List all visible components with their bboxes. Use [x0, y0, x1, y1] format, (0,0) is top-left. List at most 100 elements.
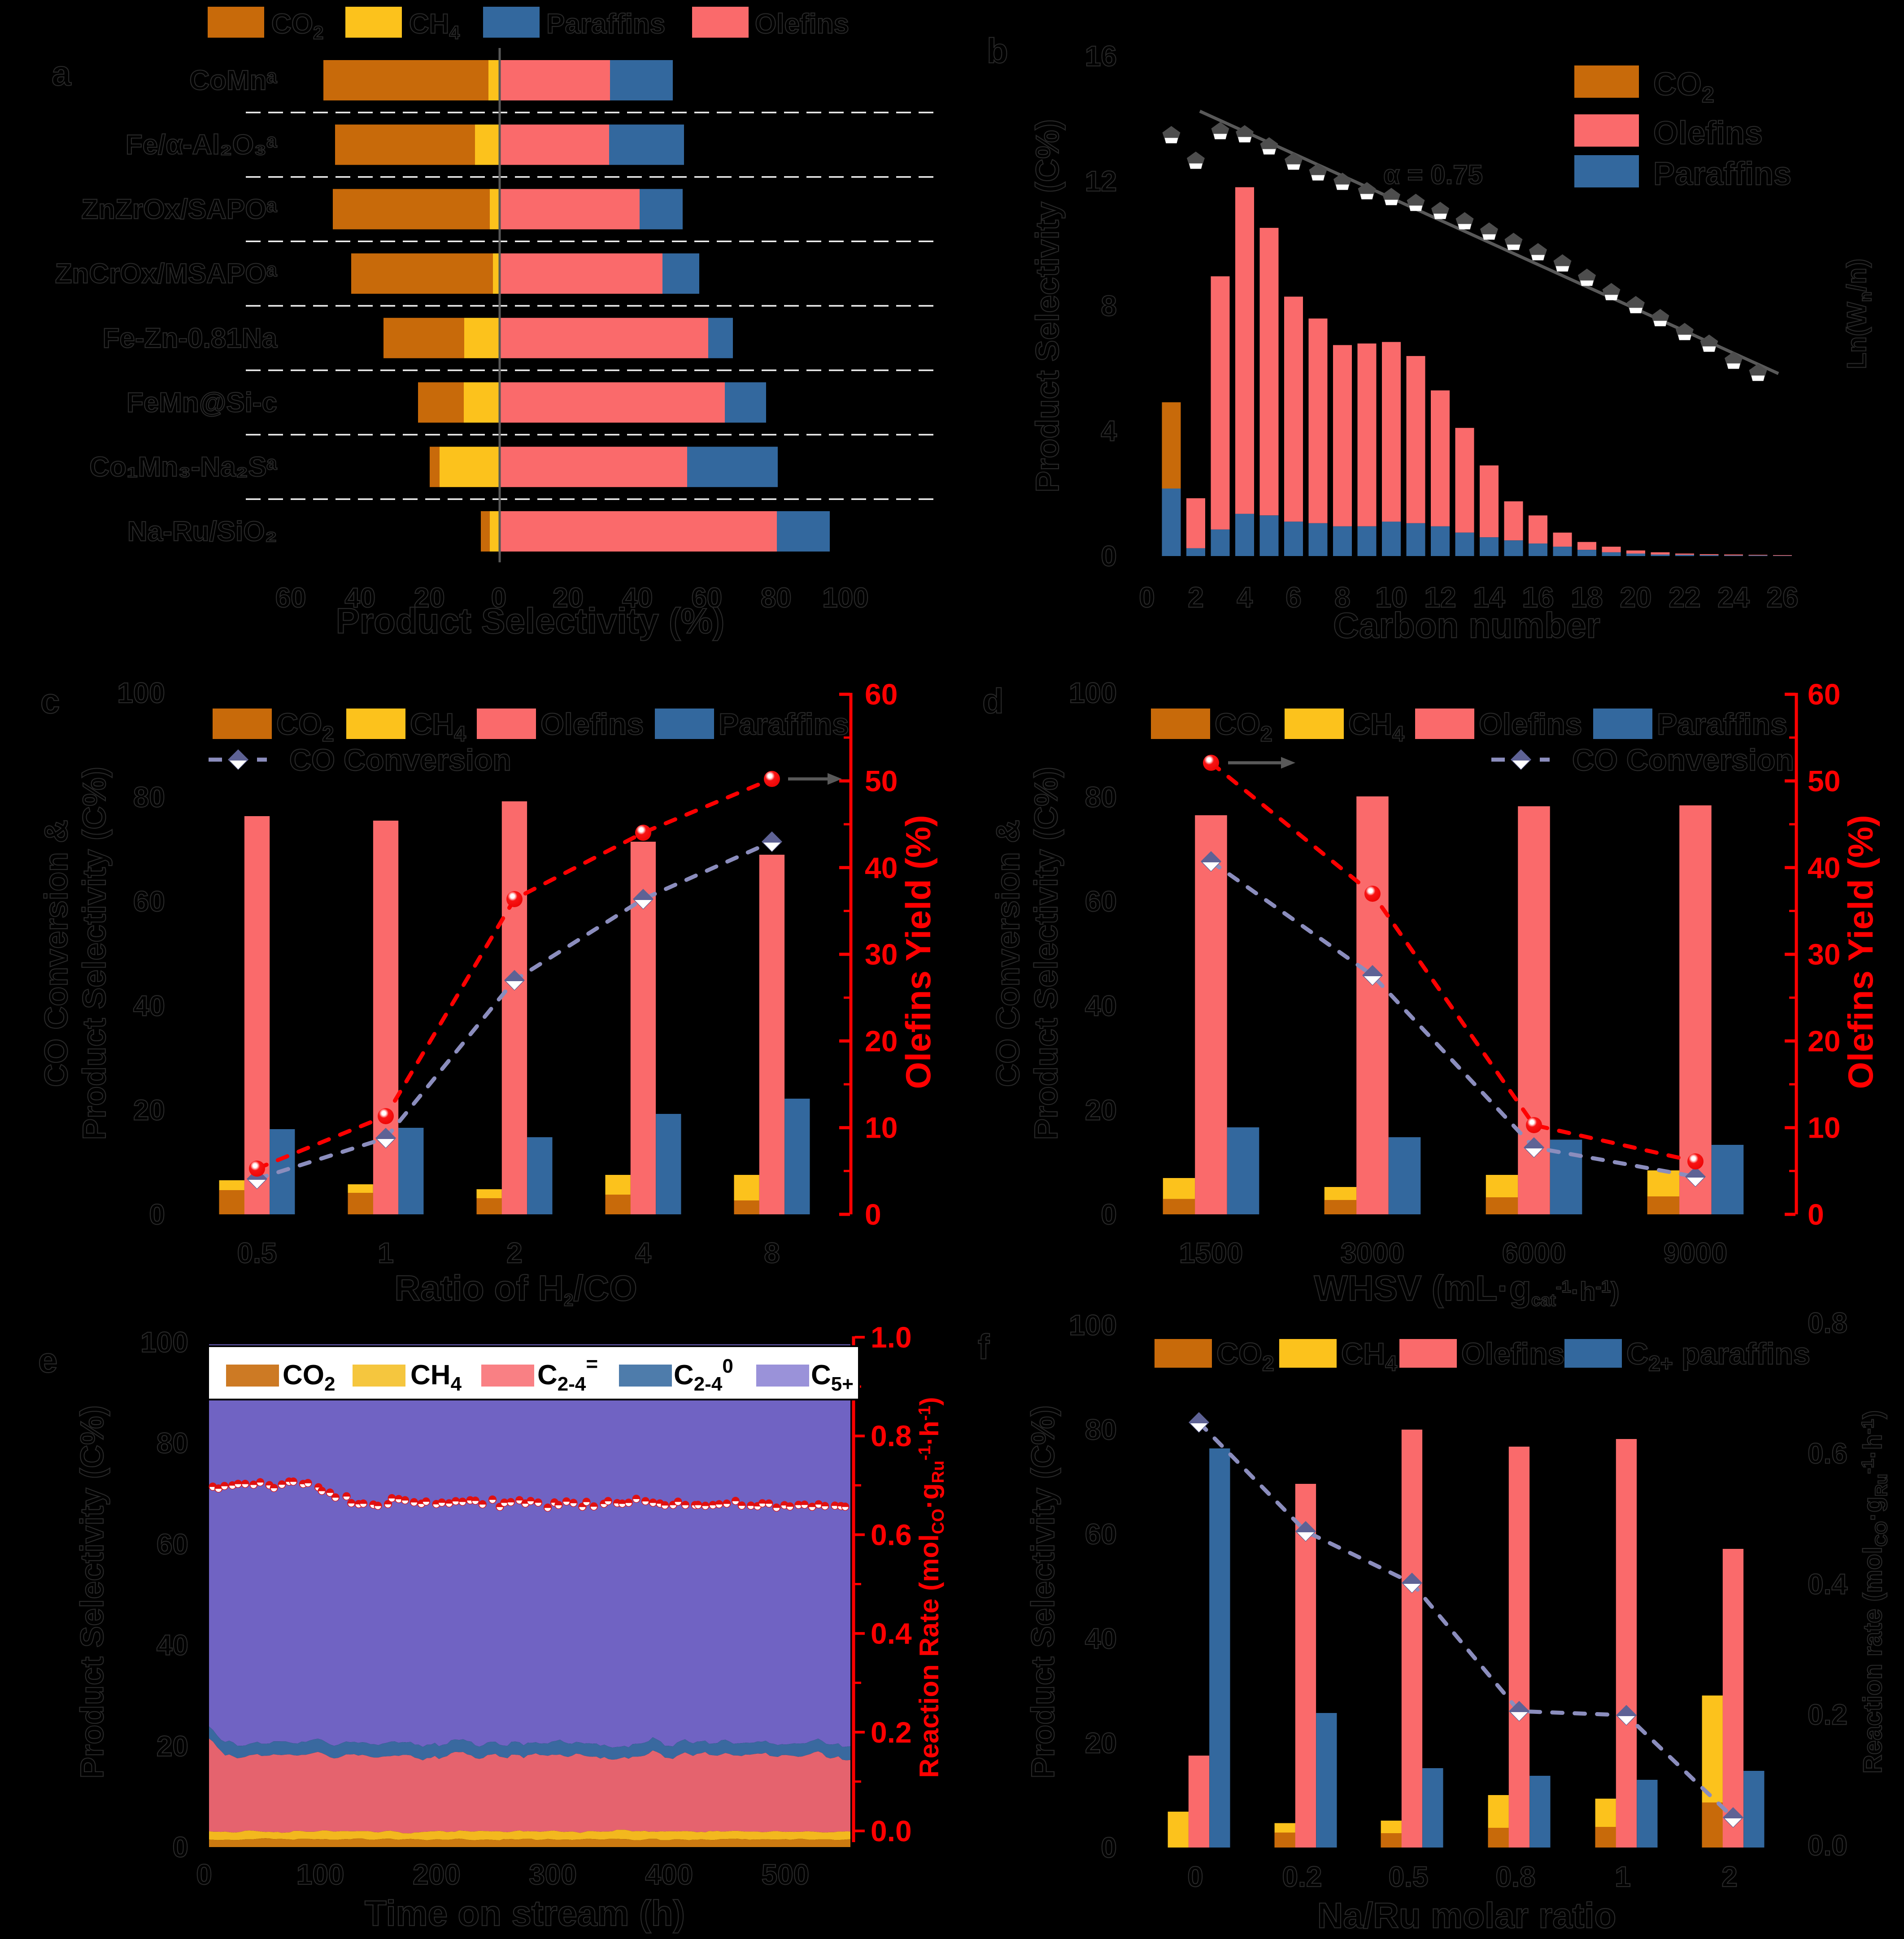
svg-text:100: 100 [822, 583, 868, 613]
svg-text:6000: 6000 [1502, 1237, 1566, 1269]
svg-text:16: 16 [1085, 40, 1117, 72]
svg-text:12: 12 [1424, 581, 1456, 613]
svg-text:CO Conversion &: CO Conversion & [39, 820, 74, 1087]
svg-text:100: 100 [296, 1858, 344, 1891]
svg-text:400: 400 [645, 1858, 693, 1891]
svg-text:α = 0.75: α = 0.75 [1383, 160, 1483, 190]
svg-text:14: 14 [1473, 581, 1505, 613]
svg-text:4: 4 [635, 1237, 651, 1269]
svg-text:Product Selectivity (%): Product Selectivity (%) [336, 601, 725, 641]
svg-text:Olefins: Olefins [1479, 707, 1582, 741]
svg-text:60: 60 [133, 885, 165, 917]
svg-text:Na/Ru molar ratio: Na/Ru molar ratio [1317, 1896, 1616, 1935]
svg-text:f: f [978, 1327, 990, 1366]
svg-text:CO Conversion: CO Conversion [1572, 743, 1794, 777]
svg-text:CoMnᵃ: CoMnᵃ [189, 65, 277, 96]
svg-text:8: 8 [764, 1237, 780, 1269]
svg-text:40: 40 [133, 990, 165, 1022]
svg-text:CO Conversion: CO Conversion [289, 743, 511, 777]
svg-text:0: 0 [149, 1198, 165, 1230]
svg-text:0.5: 0.5 [1389, 1861, 1429, 1893]
svg-text:20: 20 [553, 583, 584, 613]
svg-text:8: 8 [1334, 581, 1351, 613]
svg-text:e: e [38, 1340, 57, 1380]
svg-text:80: 80 [133, 781, 165, 813]
svg-text:9000: 9000 [1664, 1237, 1727, 1269]
svg-text:40: 40 [1085, 990, 1117, 1022]
svg-text:Paraffins: Paraffins [546, 9, 665, 39]
svg-text:Olefins Yield (%): Olefins Yield (%) [898, 815, 938, 1089]
svg-text:20: 20 [1620, 581, 1651, 613]
svg-text:Product Selectivity (C%): Product Selectivity (C%) [1028, 767, 1064, 1140]
svg-text:80: 80 [1085, 1413, 1117, 1446]
svg-text:0: 0 [1101, 1198, 1117, 1230]
svg-text:ZnZrOx/SAPOᵃ: ZnZrOx/SAPOᵃ [81, 194, 277, 225]
svg-text:Olefins Yield (%): Olefins Yield (%) [1841, 815, 1880, 1089]
svg-text:Paraffins: Paraffins [1657, 707, 1787, 741]
svg-text:20: 20 [133, 1094, 165, 1126]
svg-text:60: 60 [157, 1528, 188, 1560]
svg-text:CH4: CH4 [410, 1360, 462, 1395]
svg-text:40: 40 [865, 851, 898, 884]
svg-text:30: 30 [1808, 938, 1840, 971]
svg-text:0: 0 [491, 583, 506, 613]
svg-text:100: 100 [1069, 677, 1117, 709]
svg-text:20: 20 [1085, 1094, 1117, 1126]
svg-text:Carbon number: Carbon number [1333, 605, 1600, 645]
svg-text:CO Conversion &: CO Conversion & [990, 820, 1026, 1087]
svg-text:100: 100 [1069, 1309, 1117, 1341]
svg-text:Product Selectivity (C%): Product Selectivity (C%) [1025, 1405, 1061, 1778]
svg-text:2: 2 [1721, 1861, 1738, 1893]
svg-text:Ln(Wn/n): Ln(Wn/n) [1842, 259, 1875, 369]
svg-text:10: 10 [1375, 581, 1407, 613]
svg-text:0.6: 0.6 [871, 1518, 912, 1551]
svg-text:12: 12 [1085, 165, 1117, 197]
svg-text:60: 60 [865, 678, 898, 711]
svg-text:Olefins: Olefins [755, 9, 849, 39]
svg-text:1: 1 [1615, 1861, 1631, 1893]
svg-text:18: 18 [1571, 581, 1603, 613]
svg-text:3000: 3000 [1341, 1237, 1404, 1269]
svg-text:0.8: 0.8 [1808, 1307, 1847, 1339]
svg-text:CH4: CH4 [409, 9, 460, 43]
svg-text:Olefins: Olefins [540, 707, 644, 741]
svg-text:0: 0 [172, 1831, 188, 1863]
svg-text:Product Selectivity (C%): Product Selectivity (C%) [1030, 119, 1066, 492]
svg-text:Olefins: Olefins [1653, 115, 1763, 151]
svg-text:40: 40 [622, 583, 653, 613]
svg-text:40: 40 [157, 1629, 188, 1661]
svg-text:Ratio of H2/CO: Ratio of H2/CO [394, 1268, 637, 1310]
svg-text:Co₁Mn₃-Na₂Sᵃ: Co₁Mn₃-Na₂Sᵃ [89, 452, 277, 483]
svg-text:0: 0 [1808, 1198, 1824, 1231]
svg-text:Fe/α-Al₂O₃ᵃ: Fe/α-Al₂O₃ᵃ [126, 130, 278, 161]
svg-text:60: 60 [1085, 1518, 1117, 1550]
svg-text:60: 60 [691, 583, 722, 613]
svg-text:30: 30 [865, 938, 898, 971]
svg-text:20: 20 [414, 583, 445, 613]
svg-text:50: 50 [1808, 765, 1840, 798]
svg-text:Product Selectivity (C%): Product Selectivity (C%) [74, 1405, 110, 1778]
svg-text:Fe-Zn-0.81Na: Fe-Zn-0.81Na [103, 323, 278, 354]
svg-text:16: 16 [1522, 581, 1554, 613]
svg-text:CO2: CO2 [1215, 707, 1272, 746]
svg-text:40: 40 [1808, 851, 1840, 884]
svg-text:20: 20 [1085, 1727, 1117, 1759]
svg-text:0.6: 0.6 [1808, 1437, 1847, 1469]
svg-text:1: 1 [378, 1237, 394, 1269]
svg-text:Na-Ru/SiO₂: Na-Ru/SiO₂ [127, 516, 277, 547]
svg-text:2: 2 [1188, 581, 1204, 613]
svg-text:Paraffins: Paraffins [1653, 156, 1791, 192]
svg-text:0: 0 [196, 1858, 212, 1891]
svg-text:0: 0 [1101, 1831, 1117, 1864]
svg-text:60: 60 [1808, 678, 1840, 711]
svg-text:0.8: 0.8 [871, 1419, 912, 1452]
svg-text:b: b [987, 31, 1008, 70]
svg-text:24: 24 [1717, 581, 1750, 613]
svg-text:0: 0 [1101, 540, 1117, 572]
svg-text:Olefins: Olefins [1461, 1337, 1565, 1371]
svg-text:0.4: 0.4 [1808, 1568, 1847, 1600]
svg-text:60: 60 [1085, 885, 1117, 917]
svg-text:0: 0 [865, 1198, 881, 1231]
svg-text:4: 4 [1101, 415, 1117, 447]
svg-text:0.0: 0.0 [871, 1814, 912, 1848]
